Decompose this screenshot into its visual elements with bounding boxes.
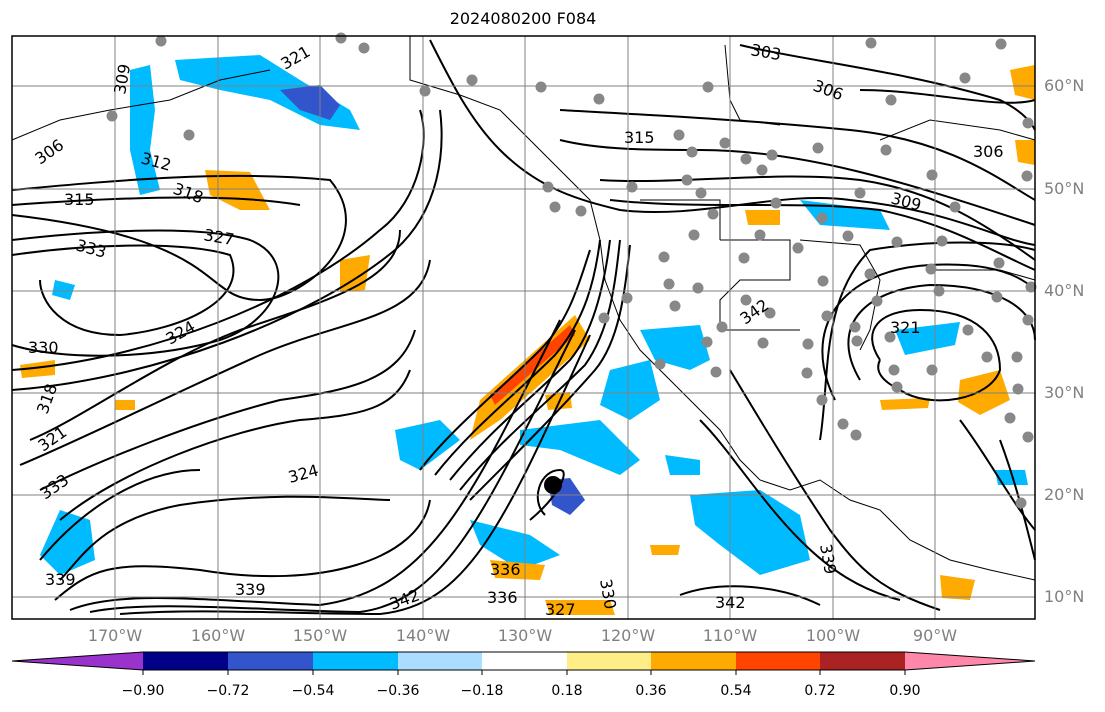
svg-text:315: 315 [64,190,95,209]
svg-text:339: 339 [235,580,266,599]
lon-label: 140°W [395,626,451,645]
svg-text:330: 330 [28,338,59,357]
lon-label: 160°W [190,626,246,645]
colorbar [11,651,1036,675]
colorbar-tick-label: −0.72 [206,683,250,699]
map-frame [11,35,1036,620]
lat-label: 30°N [1044,383,1085,402]
lat-label: 60°N [1044,76,1085,95]
gridlines [12,36,1035,619]
colorbar-tick-label: 0.54 [720,683,752,699]
lon-label: 170°W [87,626,143,645]
colorbar-tick-label: −0.18 [460,683,504,699]
svg-text:327: 327 [545,600,576,619]
svg-text:315: 315 [624,128,655,147]
colorbar-tick-label: 0.72 [804,683,836,699]
colorbar-max-arrow [905,652,1035,670]
lat-label: 50°N [1044,179,1085,198]
colorbar-tick-label: −0.54 [291,683,335,699]
svg-text:336: 336 [490,560,521,579]
svg-text:339: 339 [45,570,76,589]
svg-text:336: 336 [487,588,518,607]
colorbar-tick-label: 0.36 [635,683,667,699]
lon-label: 120°W [600,626,656,645]
lon-label: 100°W [805,626,861,645]
colorbar-tick-label: 0.18 [551,683,583,699]
shaded-fields [20,55,1035,615]
lon-label: 110°W [702,626,758,645]
colorbar-tick-label: 0.90 [889,683,921,699]
colorbar-tick-label: −0.90 [121,683,165,699]
lon-label: 150°W [292,626,348,645]
lon-label: 90°W [912,626,958,645]
svg-text:306: 306 [973,142,1004,161]
colorbar-min-arrow [12,652,143,670]
figure-title: 2024080200 F084 [449,9,597,28]
svg-text:321: 321 [890,318,921,337]
colorbar-tick-label: −0.36 [376,683,420,699]
contour-value-labels: 303 306 306 306 309 309 312 315 315 318 … [28,40,1004,619]
station-dots [106,32,1037,509]
lat-label: 40°N [1044,281,1085,300]
lat-label: 10°N [1044,587,1085,606]
svg-text:342: 342 [715,593,746,612]
lon-label: 130°W [497,626,553,645]
cyclone-center-marker [544,476,562,494]
lat-label: 20°N [1044,485,1085,504]
